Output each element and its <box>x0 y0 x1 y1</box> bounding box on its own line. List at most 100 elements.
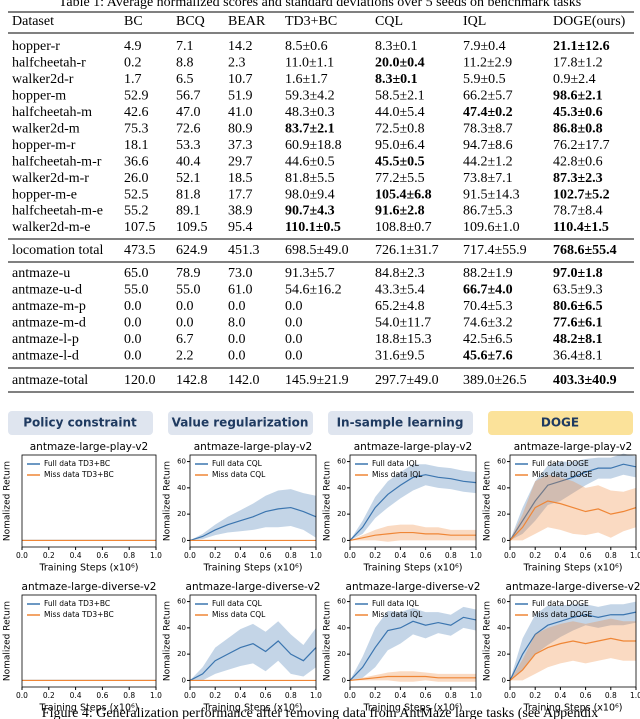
table-cell: 0.0 <box>285 348 303 363</box>
table-cell: 45.6±7.6 <box>463 348 513 363</box>
table-header: BC <box>124 14 143 29</box>
table-cell: 81.8±5.5 <box>285 171 335 186</box>
x-tick-label: 0.2 <box>369 551 381 560</box>
table-cell: 451.3 <box>228 243 260 258</box>
x-axis-label: Training Steps (x10⁶) <box>202 563 302 574</box>
table-cell: 48.3±0.3 <box>285 105 335 120</box>
table-cell: 76.2±17.7 <box>553 138 610 153</box>
legend-label: Full data IQL <box>372 599 420 608</box>
series-line <box>349 474 477 541</box>
table-cell: 26.0 <box>124 171 149 186</box>
x-tick-label: 0.0 <box>184 691 196 700</box>
y-axis-label: Nomalized Return <box>323 601 333 681</box>
legend-label: Miss data DOGE <box>532 610 593 619</box>
table-cell: 29.7 <box>228 154 253 169</box>
x-tick-label: 1.0 <box>630 691 640 700</box>
table-cell: 0.0 <box>285 332 303 347</box>
x-tick-label: 0.8 <box>123 691 135 700</box>
table-cell: 768.6±55.4 <box>553 243 617 258</box>
table-header: CQL <box>375 14 403 29</box>
table-cell: antmaze-u-d <box>12 283 82 298</box>
table-cell: 109.5 <box>176 220 208 235</box>
panel-label: Policy constraint <box>23 416 137 430</box>
table-cell: 11.0±1.1 <box>285 56 334 71</box>
x-tick-label: 0.8 <box>445 691 457 700</box>
table-cell: 7.1 <box>176 39 194 54</box>
table-cell: walker2d-m-e <box>12 220 91 235</box>
table-cell: 10.7 <box>228 72 253 87</box>
y-tick-label: 20 <box>337 650 346 658</box>
chart-title: antmaze-large-play-v2 <box>514 441 632 453</box>
legend-label: Full data CQL <box>212 599 263 608</box>
x-tick-label: 0.6 <box>420 551 432 560</box>
table-cell: 55.2 <box>124 204 149 219</box>
chart-title: antmaze-large-play-v2 <box>30 441 148 453</box>
x-tick-label: 0.4 <box>234 551 246 560</box>
table-cell: 70.4±5.3 <box>463 299 513 314</box>
legend-label: Miss data DOGE <box>532 470 593 479</box>
table-cell: 72.5±0.8 <box>375 121 425 136</box>
table-cell: 78.3±8.7 <box>463 121 513 136</box>
x-tick-label: 0.0 <box>504 691 516 700</box>
x-tick-label: 0.4 <box>70 691 82 700</box>
table-cell: 86.8±0.8 <box>553 121 603 136</box>
table-cell: 91.3±5.7 <box>285 266 335 281</box>
x-tick-label: 0.0 <box>344 691 356 700</box>
x-tick-label: 0.4 <box>234 691 246 700</box>
x-axis-label: Training Steps (x10⁶) <box>362 703 462 714</box>
x-axis-label: Training Steps (x10⁶) <box>202 703 302 714</box>
y-tick-label: 60 <box>497 598 506 606</box>
table-cell: 31.6±9.5 <box>375 348 425 363</box>
chart-title: antmaze-large-diverse-v2 <box>22 581 157 593</box>
y-tick-label: 20 <box>497 650 506 658</box>
series-line <box>349 531 476 542</box>
table-cell: halfcheetah-m <box>12 105 92 120</box>
table-cell: 624.9 <box>176 243 208 258</box>
table-header: IQL <box>463 14 486 29</box>
table-cell: 38.9 <box>228 204 253 219</box>
x-tick-label: 1.0 <box>150 691 162 700</box>
table-cell: antmaze-u <box>12 266 70 281</box>
x-tick-label: 0.0 <box>16 551 28 560</box>
x-tick-label: 0.4 <box>554 691 566 700</box>
plot-frame <box>189 454 317 548</box>
table-cell: 47.0 <box>176 105 201 120</box>
table-cell: 6.7 <box>176 332 194 347</box>
table-cell: 73.8±7.1 <box>463 171 513 186</box>
x-tick-label: 0.0 <box>184 551 196 560</box>
table-cell: halfcheetah-m-e <box>12 204 103 219</box>
legend-label: Full data DOGE <box>532 459 589 468</box>
legend-label: Full data TD3+BC <box>44 459 110 468</box>
table-cell: 8.3±0.1 <box>375 39 418 54</box>
table-cell: 102.7±5.2 <box>553 187 610 202</box>
table-cell: 110.4±1.5 <box>553 220 609 235</box>
table-cell: 91.6±2.8 <box>375 204 425 219</box>
table-cell: antmaze-l-p <box>12 332 79 347</box>
table-cell: 41.0 <box>228 105 253 120</box>
table-cell: 107.5 <box>124 220 156 235</box>
series-line <box>189 506 317 542</box>
table-cell: 0.9±2.4 <box>553 72 596 87</box>
x-tick-label: 0.2 <box>529 551 541 560</box>
table-cell: 47.4±0.2 <box>463 105 513 120</box>
table-cell: 6.5 <box>176 72 194 87</box>
table-cell: 403.3±40.9 <box>553 373 617 388</box>
table-cell: 78.9 <box>176 266 201 281</box>
table-cell: 389.0±26.5 <box>463 373 527 388</box>
table-cell: 726.1±31.7 <box>375 243 439 258</box>
x-tick-label: 1.0 <box>310 691 322 700</box>
y-tick-label: 0 <box>502 536 506 544</box>
figure-caption: Figure 4: Generalization performance aft… <box>42 706 598 719</box>
table-cell: 75.3 <box>124 121 149 136</box>
plot-frame <box>349 454 477 548</box>
panel-label: In-sample learning <box>337 416 464 430</box>
table-cell: 65.2±4.8 <box>375 299 425 314</box>
y-axis-label: Nomalized Return <box>163 461 173 541</box>
x-tick-label: 0.8 <box>445 551 457 560</box>
table-cell: 60.9±18.8 <box>285 138 342 153</box>
x-tick-label: 0.6 <box>96 551 108 560</box>
table-cell: 18.1 <box>124 138 149 153</box>
table-cell: 63.5±9.3 <box>553 283 603 298</box>
table-cell: 52.9 <box>124 89 149 104</box>
table-cell: 7.9±0.4 <box>463 39 506 54</box>
